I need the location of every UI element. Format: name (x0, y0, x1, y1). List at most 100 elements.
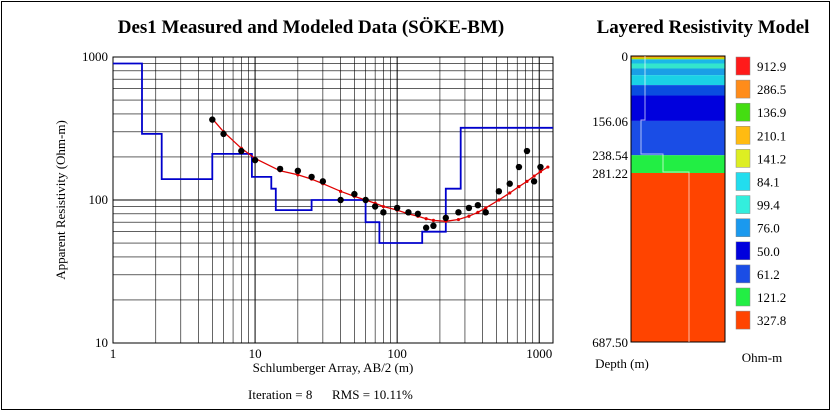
legend-label: 99.4 (757, 198, 780, 213)
measured-point (414, 210, 422, 218)
curve-point (508, 191, 512, 195)
legend-label: 136.9 (757, 105, 786, 120)
layer-column (631, 56, 725, 342)
legend-swatch (735, 102, 751, 122)
measured-point (351, 190, 358, 198)
legend-label: 61.2 (757, 267, 780, 282)
curve-point (424, 217, 428, 221)
legend-swatch (735, 126, 751, 145)
legend-label: 210.1 (757, 128, 786, 143)
curve-point (467, 214, 471, 218)
layer-band (631, 56, 725, 58)
measured-point (362, 196, 369, 204)
iteration-text: Iteration = 8 (248, 387, 312, 402)
x-tick-label: 100 (387, 346, 407, 361)
measured-point (430, 222, 437, 230)
model-step-line (113, 62, 553, 244)
legend-label: 121.2 (757, 290, 786, 305)
legend-label: 84.1 (757, 175, 780, 190)
layer-band (631, 63, 725, 69)
measured-point (442, 214, 450, 222)
layer-model: Layered Resistivity Model 0 156.06 238.54 2… (592, 17, 809, 371)
modeled-curve-line (211, 118, 549, 222)
layer-band (631, 172, 725, 342)
layer-band (631, 59, 725, 64)
x-tick-label: 10 (249, 346, 262, 361)
layer-band (631, 75, 725, 86)
measured-point (482, 209, 489, 216)
curve-chart: Des1 Measured and Modeled Data (SÖKE-BM)… (53, 17, 554, 402)
curve-point (532, 174, 536, 178)
model-title: Layered Resistivity Model (597, 17, 810, 38)
depth-tick-labels: 0 156.06 238.54 281.22 687.50 (592, 49, 628, 350)
curve-point (296, 173, 300, 177)
y-tick-label: 100 (89, 192, 109, 207)
measured-point (530, 178, 538, 185)
layer-band (631, 95, 725, 121)
curve-point (381, 204, 385, 209)
measured-point (371, 203, 379, 210)
chart-title: Des1 Measured and Modeled Data (SÖKE-BM) (118, 17, 505, 38)
y-tick-label: 10 (95, 335, 108, 350)
measured-point (523, 147, 531, 155)
depth-tick-label: 281.22 (592, 166, 628, 181)
y-axis-label: Apparent Resistivity (Ohm-m) (53, 120, 68, 280)
curve-point (525, 179, 529, 183)
resistivity-legend: 912.9 286.5 136.9 210.1 141.2 84.1 99.4 76.0 50.… (735, 56, 786, 330)
legend-swatch (735, 287, 751, 307)
measured-point (455, 209, 462, 216)
legend-label: 286.5 (757, 82, 786, 97)
legend-swatch (735, 241, 751, 261)
legend-swatch (735, 172, 751, 191)
legend-swatch (735, 264, 751, 284)
measured-point (220, 130, 227, 138)
measured-point (537, 163, 544, 171)
grid (112, 56, 553, 344)
legend-swatch (735, 56, 751, 76)
y-tick-label: 1000 (82, 49, 108, 64)
depth-tick-label: 687.50 (592, 335, 628, 350)
x-tick-labels: 1 10 100 1000 (110, 346, 552, 361)
measured-point (276, 165, 284, 173)
curve-point (517, 185, 521, 189)
rms-text: RMS = 10.11% (332, 387, 413, 402)
depth-tick-label: 238.54 (592, 148, 628, 163)
curve-point (339, 189, 343, 193)
legend-label: 50.0 (757, 244, 780, 259)
legend-swatch (735, 195, 751, 214)
layer-band (631, 68, 725, 76)
curve-point (431, 218, 436, 223)
legend-swatch (735, 218, 751, 237)
layer-band (631, 85, 725, 96)
layer-band (631, 120, 725, 156)
depth-axis-label: Depth (m) (595, 356, 649, 371)
measured-point (251, 156, 259, 164)
measured-point (308, 173, 315, 181)
curve-point (546, 165, 550, 169)
layer-column-border (630, 55, 726, 343)
layer-band (631, 155, 725, 173)
measured-point (380, 209, 387, 216)
curve-point (538, 169, 543, 174)
measured-point (495, 188, 503, 195)
curve-point (484, 206, 488, 210)
depth-tick-label: 0 (622, 49, 629, 64)
measured-point (337, 196, 344, 204)
x-axis-label: Schlumberger Array, AB/2 (m) (253, 360, 414, 375)
curve-point (476, 210, 480, 214)
legend-label: 912.9 (757, 59, 786, 74)
legend-label: 327.8 (757, 313, 786, 328)
legend-swatch (735, 149, 751, 168)
measured-point (294, 167, 302, 175)
layer-outline (640, 56, 690, 342)
legend-swatch (735, 310, 751, 330)
y-tick-labels: 10 100 1000 (82, 49, 108, 350)
measured-points (209, 116, 544, 231)
legend-unit: Ohm-m (742, 350, 782, 365)
layer-band (631, 57, 725, 60)
x-tick-label: 1000 (526, 346, 552, 361)
legend-swatch (735, 79, 751, 99)
depth-tick-label: 156.06 (592, 114, 628, 129)
